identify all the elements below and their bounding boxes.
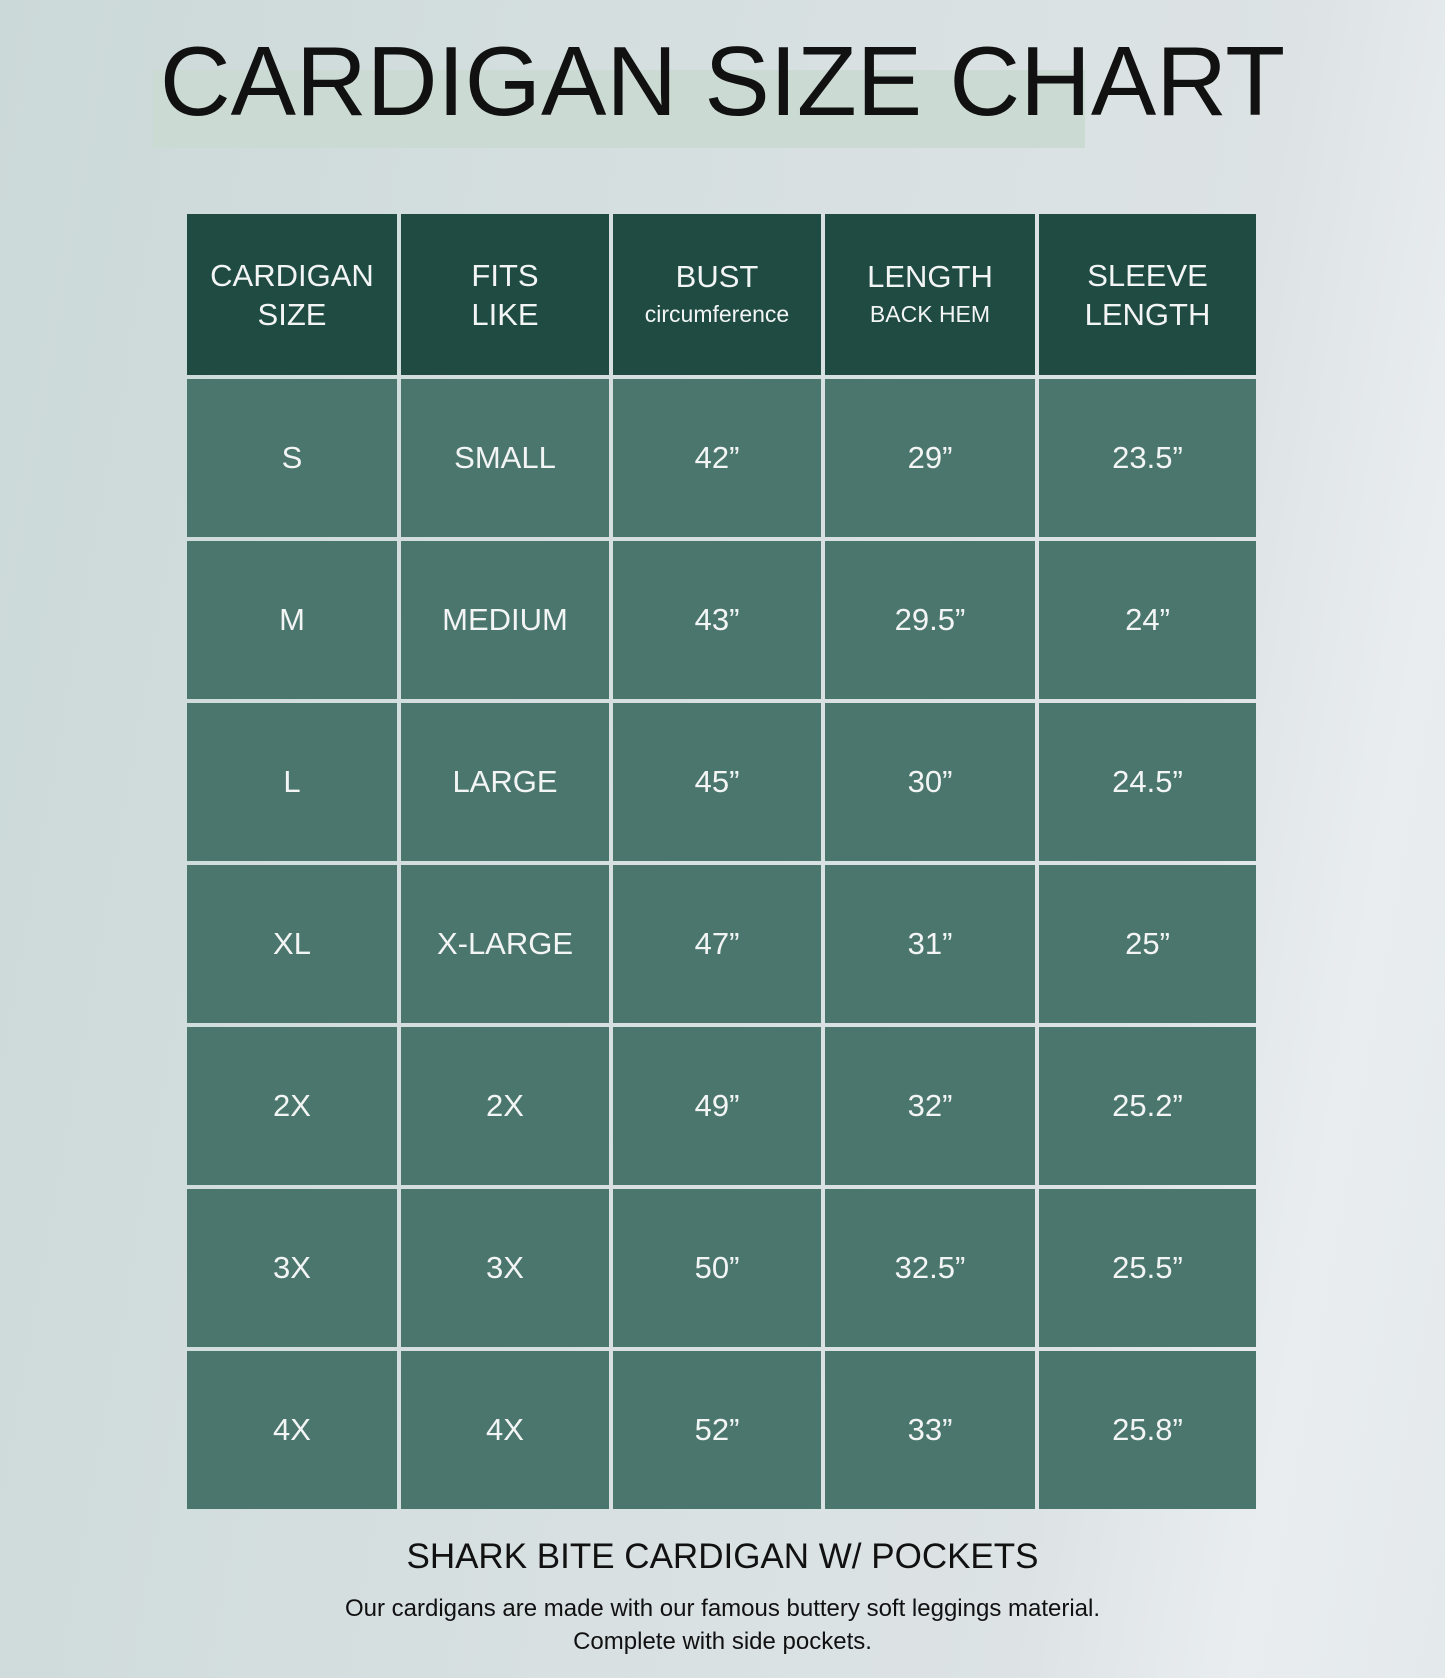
- table-cell: S: [187, 379, 397, 537]
- table-cell: 29”: [825, 379, 1035, 537]
- table-cell: 45”: [613, 703, 821, 861]
- table-cell: 43”: [613, 541, 821, 699]
- table-cell: 3X: [187, 1189, 397, 1347]
- header-main: LENGTH: [867, 259, 993, 294]
- column-header: LENGTH BACK HEM: [825, 214, 1035, 375]
- table-cell: 23.5”: [1039, 379, 1256, 537]
- table-cell: 25.5”: [1039, 1189, 1256, 1347]
- table-cell: 24”: [1039, 541, 1256, 699]
- table-cell: 4X: [187, 1351, 397, 1509]
- header-sub: BACK HEM: [869, 301, 991, 327]
- column-header: CARDIGAN SIZE: [187, 214, 397, 375]
- size-table: CARDIGAN SIZE FITS LIKE BUST circumference LEN…: [187, 214, 1256, 1509]
- table-cell: 25.2”: [1039, 1027, 1256, 1185]
- table-cell: 52”: [613, 1351, 821, 1509]
- table-cell: 30”: [825, 703, 1035, 861]
- header-main: FITS: [471, 257, 539, 293]
- product-description: Our cardigans are made with our famous b…: [0, 1592, 1445, 1658]
- table-cell: 2X: [187, 1027, 397, 1185]
- table-cell: XL: [187, 865, 397, 1023]
- table-cell: 2X: [401, 1027, 609, 1185]
- column-header: BUST circumference: [613, 214, 821, 375]
- page-title: CARDIGAN SIZE CHART: [159, 26, 1286, 136]
- table-cell: 4X: [401, 1351, 609, 1509]
- header-main2: SIZE: [257, 296, 327, 332]
- table-cell: 25.8”: [1039, 1351, 1256, 1509]
- title-highlight: [153, 70, 1085, 148]
- table-cell: 29.5”: [825, 541, 1035, 699]
- table-cell: 32.5”: [825, 1189, 1035, 1347]
- description-line: Complete with side pockets.: [573, 1628, 872, 1655]
- table-cell: 50”: [613, 1189, 821, 1347]
- column-header: SLEEVE LENGTH: [1039, 214, 1256, 375]
- table-cell: L: [187, 703, 397, 861]
- table-cell: 47”: [613, 865, 821, 1023]
- table-cell: 42”: [613, 379, 821, 537]
- product-name: SHARK BITE CARDIGAN W/ POCKETS: [406, 1537, 1039, 1576]
- table-cell: M: [187, 541, 397, 699]
- table-cell: 24.5”: [1039, 703, 1256, 861]
- column-header: FITS LIKE: [401, 214, 609, 375]
- header-main2: LIKE: [471, 296, 539, 332]
- table-cell: X-LARGE: [401, 865, 609, 1023]
- header-main: SLEEVE: [1087, 257, 1208, 293]
- header-sub: circumference: [644, 301, 790, 327]
- table-cell: SMALL: [401, 379, 609, 537]
- header-main: CARDIGAN: [210, 257, 374, 293]
- table-cell: 3X: [401, 1189, 609, 1347]
- table-cell: 31”: [825, 865, 1035, 1023]
- description-line: Our cardigans are made with our famous b…: [344, 1595, 1101, 1622]
- table-cell: 33”: [825, 1351, 1035, 1509]
- header-main: BUST: [675, 259, 759, 294]
- table-cell: 25”: [1039, 865, 1256, 1023]
- table-cell: LARGE: [401, 703, 609, 861]
- table-cell: 49”: [613, 1027, 821, 1185]
- table-cell: MEDIUM: [401, 541, 609, 699]
- header-main2: LENGTH: [1084, 296, 1211, 332]
- table-cell: 32”: [825, 1027, 1035, 1185]
